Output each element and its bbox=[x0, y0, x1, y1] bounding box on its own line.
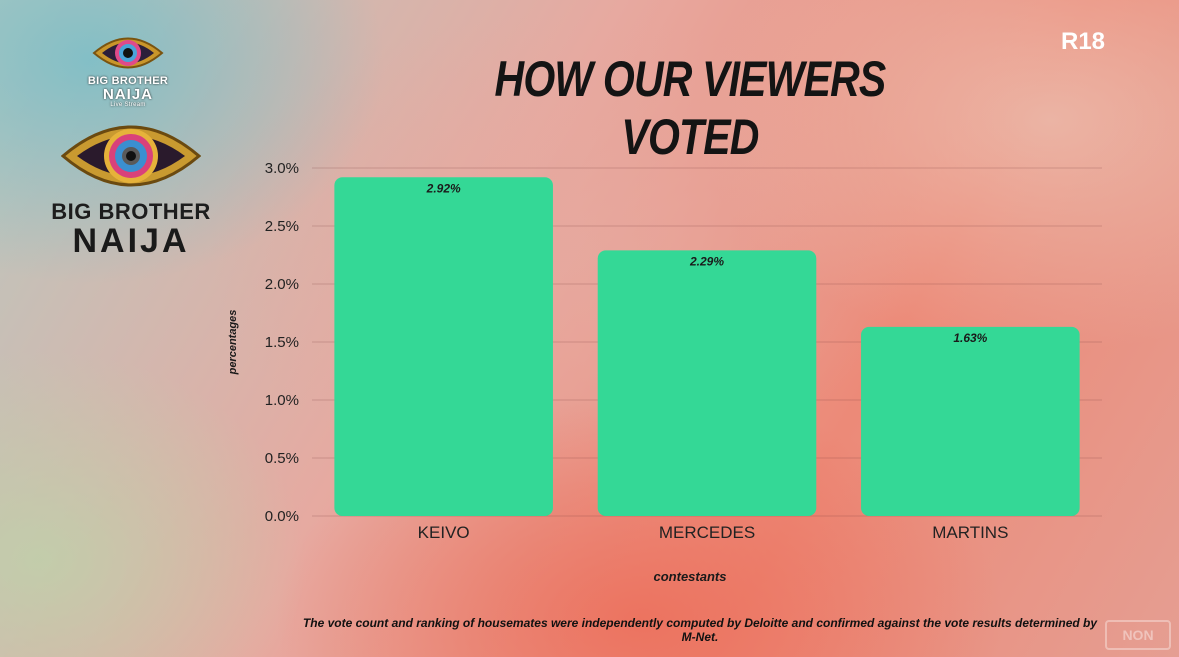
data-label: 1.63% bbox=[953, 331, 987, 345]
y-tick-label: 0.0% bbox=[265, 508, 299, 525]
big-logo-line2: NAIJA bbox=[72, 222, 190, 260]
y-tick-label: 2.0% bbox=[265, 276, 299, 293]
small-logo-line2: NAIJA bbox=[102, 86, 153, 103]
x-axis-ticks: KEIVO MERCEDES MARTINS bbox=[418, 523, 1009, 542]
rating-badge: R18 bbox=[1061, 28, 1106, 55]
footnote: The vote count and ranking of housemates… bbox=[302, 616, 1098, 644]
small-logo-line1: BIG BROTHER bbox=[87, 75, 169, 87]
bbnaija-big-logo: BIG BROTHER NAIJA bbox=[46, 112, 216, 258]
data-label: 2.29% bbox=[689, 254, 724, 268]
y-axis-ticks: 0.0% 0.5% 1.0% 1.5% 2.0% 2.5% 3.0% bbox=[265, 160, 299, 525]
data-labels: 2.92% 2.29% 1.63% bbox=[426, 181, 988, 345]
x-tick-label: MERCEDES bbox=[659, 523, 755, 542]
bar-keivo bbox=[334, 177, 553, 516]
bar-mercedes bbox=[597, 250, 817, 517]
y-tick-label: 3.0% bbox=[265, 160, 299, 177]
bars bbox=[334, 177, 1080, 517]
y-tick-label: 0.5% bbox=[265, 450, 299, 467]
y-tick-label: 1.0% bbox=[265, 392, 299, 409]
eye-logo-icon bbox=[92, 37, 164, 69]
small-logo-line3: Live Stream bbox=[110, 102, 146, 108]
bbnaija-small-logo: BIG BROTHER NAIJA Live Stream bbox=[80, 30, 176, 109]
channel-watermark: NON bbox=[1105, 620, 1171, 650]
y-axis-label: percentages bbox=[227, 310, 239, 376]
eye-logo-icon bbox=[61, 125, 201, 187]
y-tick-label: 2.5% bbox=[265, 218, 299, 235]
x-tick-label: MARTINS bbox=[932, 523, 1008, 542]
x-axis-label: contestants bbox=[654, 569, 727, 584]
big-logo-line1: BIG BROTHER bbox=[51, 199, 211, 224]
data-label: 2.92% bbox=[426, 181, 461, 195]
y-tick-label: 1.5% bbox=[265, 334, 299, 351]
x-tick-label: KEIVO bbox=[418, 523, 470, 542]
chart-title: HOW OUR VIEWERS VOTED bbox=[494, 51, 887, 165]
bar-martins bbox=[861, 326, 1080, 516]
